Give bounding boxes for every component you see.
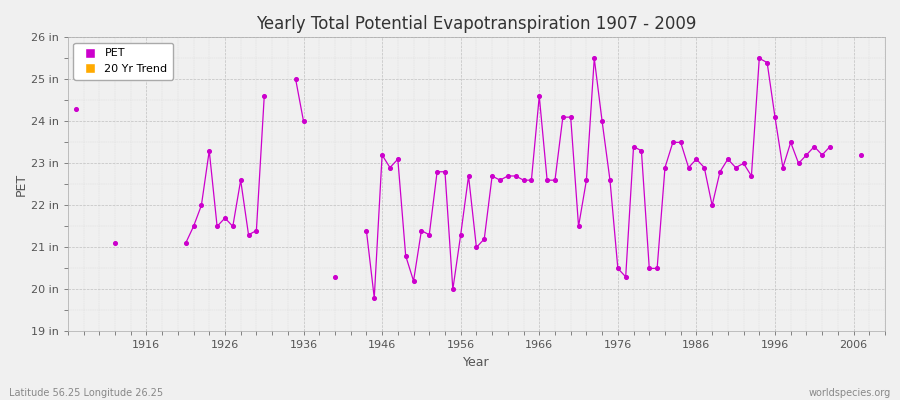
Point: [610, 265, 625, 272]
Point: [626, 143, 641, 150]
Point: [517, 177, 531, 183]
Point: [233, 177, 248, 183]
Point: [414, 227, 428, 234]
Point: [178, 240, 193, 246]
Point: [328, 274, 342, 280]
Point: [618, 274, 633, 280]
Point: [68, 106, 83, 112]
Legend: PET, 20 Yr Trend: PET, 20 Yr Trend: [74, 43, 173, 80]
Point: [469, 244, 483, 250]
Point: [446, 286, 460, 293]
Point: [399, 252, 413, 259]
Point: [666, 139, 680, 146]
Point: [823, 143, 837, 150]
Point: [249, 227, 264, 234]
Point: [406, 278, 420, 284]
Point: [375, 152, 390, 158]
Point: [532, 93, 546, 99]
Point: [705, 202, 719, 208]
Point: [485, 173, 500, 179]
Point: [807, 143, 822, 150]
Point: [462, 173, 476, 179]
Point: [430, 168, 445, 175]
Point: [760, 59, 774, 66]
Point: [658, 164, 672, 171]
Point: [698, 164, 712, 171]
Point: [359, 227, 374, 234]
Point: [776, 164, 790, 171]
Point: [218, 215, 232, 221]
Point: [673, 139, 688, 146]
Point: [854, 152, 868, 158]
Point: [194, 202, 209, 208]
Point: [391, 156, 405, 162]
Point: [493, 177, 508, 183]
Point: [572, 223, 586, 230]
Point: [422, 232, 436, 238]
Point: [202, 148, 216, 154]
Point: [563, 114, 578, 120]
Point: [226, 223, 240, 230]
Point: [681, 164, 696, 171]
Point: [784, 139, 798, 146]
Point: [241, 232, 256, 238]
Point: [437, 168, 452, 175]
Text: worldspecies.org: worldspecies.org: [809, 388, 891, 398]
Point: [548, 177, 562, 183]
Point: [728, 164, 742, 171]
Point: [642, 265, 656, 272]
Point: [454, 232, 468, 238]
Point: [508, 173, 523, 179]
X-axis label: Year: Year: [464, 356, 490, 369]
Point: [768, 114, 782, 120]
Point: [814, 152, 829, 158]
Point: [603, 177, 617, 183]
Y-axis label: PET: PET: [15, 173, 28, 196]
Point: [650, 265, 664, 272]
Point: [634, 148, 649, 154]
Point: [296, 118, 310, 124]
Point: [257, 93, 272, 99]
Point: [595, 118, 609, 124]
Point: [587, 55, 601, 62]
Point: [108, 240, 122, 246]
Point: [791, 160, 806, 166]
Point: [289, 76, 303, 82]
Point: [580, 177, 594, 183]
Point: [524, 177, 538, 183]
Point: [477, 236, 491, 242]
Point: [713, 168, 727, 175]
Point: [752, 55, 767, 62]
Point: [721, 156, 735, 162]
Point: [799, 152, 814, 158]
Point: [744, 173, 759, 179]
Point: [500, 173, 515, 179]
Point: [367, 295, 382, 301]
Point: [210, 223, 224, 230]
Point: [382, 164, 397, 171]
Title: Yearly Total Potential Evapotranspiration 1907 - 2009: Yearly Total Potential Evapotranspiratio…: [256, 15, 697, 33]
Point: [186, 223, 201, 230]
Point: [540, 177, 554, 183]
Point: [736, 160, 751, 166]
Text: Latitude 56.25 Longitude 26.25: Latitude 56.25 Longitude 26.25: [9, 388, 163, 398]
Point: [689, 156, 704, 162]
Point: [555, 114, 570, 120]
